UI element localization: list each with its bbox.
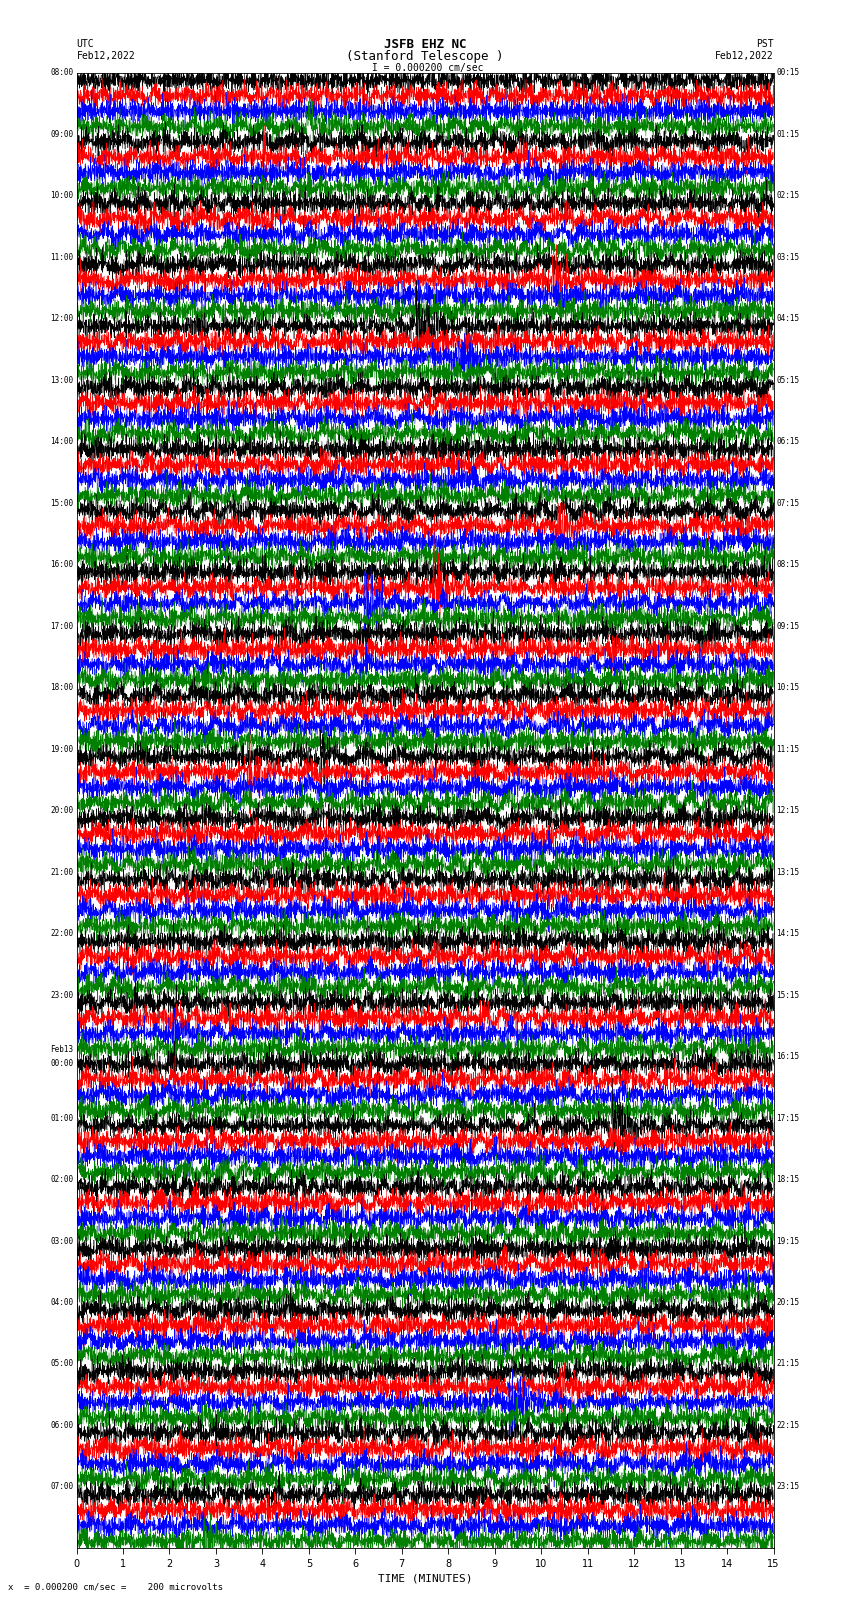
Text: PST: PST: [756, 39, 774, 50]
Text: 10:15: 10:15: [776, 682, 799, 692]
Text: 11:00: 11:00: [51, 253, 74, 261]
Text: 01:15: 01:15: [776, 129, 799, 139]
Text: 11:15: 11:15: [776, 745, 799, 753]
Text: 16:00: 16:00: [51, 560, 74, 569]
Text: 05:00: 05:00: [51, 1360, 74, 1368]
Text: 07:00: 07:00: [51, 1482, 74, 1492]
Text: 10:00: 10:00: [51, 190, 74, 200]
Text: 18:15: 18:15: [776, 1174, 799, 1184]
Text: 22:15: 22:15: [776, 1421, 799, 1431]
Text: 04:00: 04:00: [51, 1298, 74, 1307]
Text: (Stanford Telescope ): (Stanford Telescope ): [346, 50, 504, 63]
Text: 02:15: 02:15: [776, 190, 799, 200]
Text: 06:15: 06:15: [776, 437, 799, 447]
Text: 18:00: 18:00: [51, 682, 74, 692]
Text: 22:00: 22:00: [51, 929, 74, 939]
Text: 00:00: 00:00: [51, 1058, 74, 1068]
Text: 17:00: 17:00: [51, 621, 74, 631]
Text: Feb12,2022: Feb12,2022: [76, 52, 135, 61]
Text: 03:15: 03:15: [776, 253, 799, 261]
Text: 19:00: 19:00: [51, 745, 74, 753]
Text: 14:00: 14:00: [51, 437, 74, 447]
Text: x  = 0.000200 cm/sec =    200 microvolts: x = 0.000200 cm/sec = 200 microvolts: [8, 1582, 224, 1592]
Text: 13:00: 13:00: [51, 376, 74, 384]
Text: 16:15: 16:15: [776, 1052, 799, 1061]
Text: 03:00: 03:00: [51, 1237, 74, 1245]
Text: 14:15: 14:15: [776, 929, 799, 939]
Text: I = 0.000200 cm/sec: I = 0.000200 cm/sec: [366, 63, 484, 73]
Text: 09:15: 09:15: [776, 621, 799, 631]
Text: 21:00: 21:00: [51, 868, 74, 876]
Text: 07:15: 07:15: [776, 498, 799, 508]
Text: Feb12,2022: Feb12,2022: [715, 52, 774, 61]
Text: 05:15: 05:15: [776, 376, 799, 384]
Text: 23:00: 23:00: [51, 990, 74, 1000]
Text: 01:00: 01:00: [51, 1113, 74, 1123]
Text: 02:00: 02:00: [51, 1174, 74, 1184]
Text: 15:15: 15:15: [776, 990, 799, 1000]
Text: 20:00: 20:00: [51, 806, 74, 815]
Text: 08:15: 08:15: [776, 560, 799, 569]
Text: 23:15: 23:15: [776, 1482, 799, 1492]
Text: 12:15: 12:15: [776, 806, 799, 815]
Text: 19:15: 19:15: [776, 1237, 799, 1245]
Text: Feb13: Feb13: [51, 1045, 74, 1055]
Text: 00:15: 00:15: [776, 68, 799, 77]
Text: 20:15: 20:15: [776, 1298, 799, 1307]
Text: 15:00: 15:00: [51, 498, 74, 508]
Text: 21:15: 21:15: [776, 1360, 799, 1368]
Text: 08:00: 08:00: [51, 68, 74, 77]
Text: JSFB EHZ NC: JSFB EHZ NC: [383, 37, 467, 52]
Text: 12:00: 12:00: [51, 315, 74, 323]
Text: 17:15: 17:15: [776, 1113, 799, 1123]
Text: 06:00: 06:00: [51, 1421, 74, 1431]
Text: 04:15: 04:15: [776, 315, 799, 323]
X-axis label: TIME (MINUTES): TIME (MINUTES): [377, 1573, 473, 1582]
Text: 09:00: 09:00: [51, 129, 74, 139]
Text: UTC: UTC: [76, 39, 94, 50]
Text: 13:15: 13:15: [776, 868, 799, 876]
